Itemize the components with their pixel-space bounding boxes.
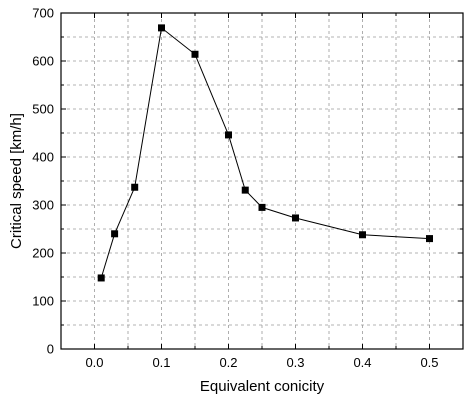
x-tick-label: 0.3 (286, 355, 304, 370)
data-point (241, 186, 249, 194)
y-tick-label: 100 (32, 294, 54, 309)
y-tick-label: 200 (32, 246, 54, 261)
plot-frame (60, 12, 464, 350)
data-point (131, 183, 139, 191)
data-point (158, 24, 165, 32)
y-tick-label: 600 (32, 54, 54, 69)
y-tick-label: 400 (32, 150, 54, 165)
data-point (359, 231, 366, 239)
y-tick-labels: 0 100 200 300 400 500 600 700 (32, 6, 54, 357)
y-tick-label: 700 (32, 6, 54, 21)
data-point (225, 131, 232, 139)
data-point (258, 203, 266, 211)
grid (61, 12, 463, 350)
y-tick-label: 0 (47, 342, 54, 357)
x-axis-title: Equivalent conicity (200, 378, 325, 395)
x-tick-label: 0.1 (152, 355, 170, 370)
data-point (292, 214, 299, 222)
series (97, 24, 433, 282)
y-tick-label: 300 (32, 198, 54, 213)
series-line (100, 26, 430, 279)
data-point (97, 274, 105, 282)
y-axis-title: Critical speed [km/h] (8, 113, 25, 249)
x-tick-label: 0.5 (420, 355, 438, 370)
x-tick-label: 0.0 (85, 355, 103, 370)
y-tick-label: 500 (32, 102, 54, 117)
data-point (111, 230, 119, 238)
data-point (191, 50, 199, 58)
data-point (426, 235, 433, 243)
x-tick-label: 0.4 (353, 355, 371, 370)
x-tick-labels: 0.0 0.1 0.2 0.3 0.4 0.5 (85, 355, 438, 370)
x-tick-label: 0.2 (219, 355, 237, 370)
